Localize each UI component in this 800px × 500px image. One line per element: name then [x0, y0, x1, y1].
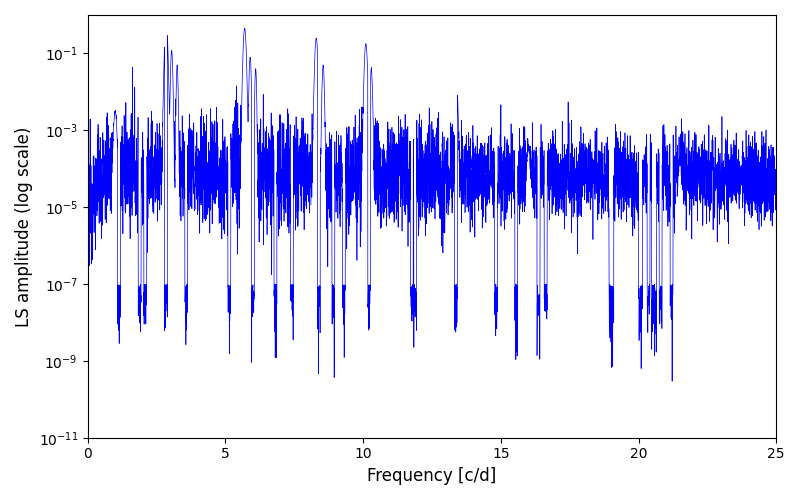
X-axis label: Frequency [c/d]: Frequency [c/d]: [367, 467, 497, 485]
Y-axis label: LS amplitude (log scale): LS amplitude (log scale): [15, 126, 33, 326]
